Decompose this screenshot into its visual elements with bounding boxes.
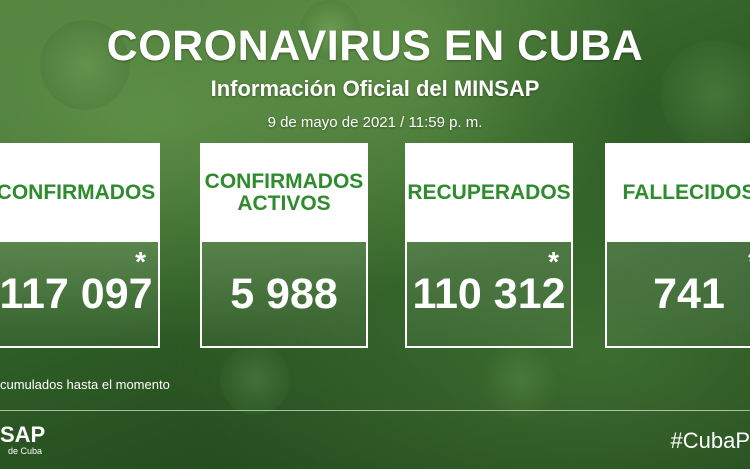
card-value: 741 <box>653 269 725 318</box>
card-value: 5 988 <box>230 269 338 318</box>
logo-subtext: de Cuba <box>8 446 43 456</box>
card-value-box: * 117 097 <box>0 242 160 348</box>
virus-decoration <box>40 20 130 110</box>
asterisk-mark: * <box>748 246 750 278</box>
card-label: RECUPERADOS <box>405 143 573 242</box>
card-fallecidos: FALLECIDOS * 741 <box>605 143 750 348</box>
card-label: FALLECIDOS <box>605 143 750 242</box>
logo-text: SAP <box>0 422 46 447</box>
virus-decoration <box>300 0 360 60</box>
card-value-box: * 741 <box>605 242 750 348</box>
hashtag: #CubaP <box>670 428 750 453</box>
asterisk-mark: * <box>135 246 146 277</box>
report-date: 9 de mayo de 2021 / 11:59 p. m. <box>267 114 483 131</box>
card-label: CONFIRMADOS <box>0 143 160 242</box>
asterisk-mark: * <box>548 246 559 277</box>
card-confirmados-activos: CONFIRMADOS ACTIVOS 5 988 <box>200 143 368 348</box>
card-label: CONFIRMADOS ACTIVOS <box>200 143 368 242</box>
card-value-box: 5 988 <box>200 242 368 348</box>
virus-decoration <box>220 345 290 415</box>
footnote: cumulados hasta el momento <box>0 377 170 392</box>
card-value: 110 312 <box>412 269 566 318</box>
card-recuperados: RECUPERADOS * 110 312 <box>405 143 573 348</box>
page-subtitle: Información Oficial del MINSAP <box>210 76 540 101</box>
card-value: 117 097 <box>0 269 153 318</box>
virus-decoration <box>660 40 750 150</box>
card-confirmados: CONFIRMADOS * 117 097 <box>0 143 160 348</box>
card-value-box: * 110 312 <box>405 242 573 348</box>
divider <box>0 410 750 411</box>
virus-decoration <box>480 340 560 420</box>
page-title: CORONAVIRUS EN CUBA <box>106 22 644 70</box>
minsap-logo: SAP de Cuba <box>0 424 45 457</box>
